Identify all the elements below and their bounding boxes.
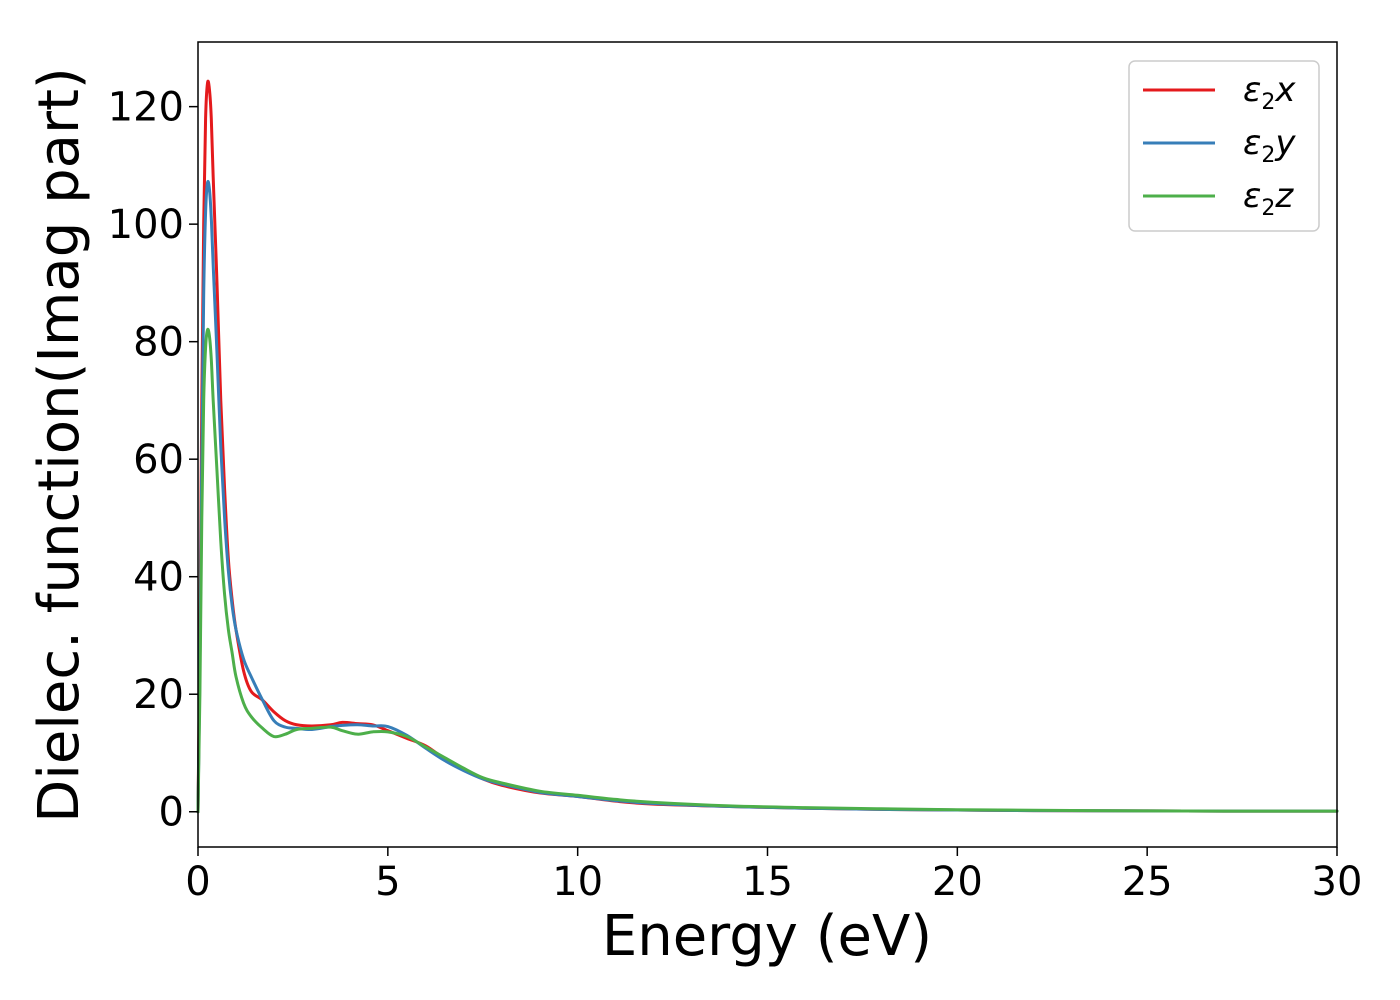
- y-tick-label: 100: [108, 202, 184, 248]
- x-tick-label: 10: [552, 859, 603, 905]
- legend-box: [1128, 60, 1320, 232]
- x-tick-label: 5: [375, 859, 400, 905]
- series-layer: [196, 79, 1339, 814]
- y-tick-label: 80: [133, 320, 184, 366]
- series-line-y: [196, 179, 1339, 814]
- y-tick-label: 60: [133, 437, 184, 483]
- legend-label-y: ε2y: [1243, 123, 1296, 168]
- x-tick-label: 20: [932, 859, 983, 905]
- legend-label-z: ε2z: [1243, 176, 1294, 221]
- y-tick-label: 0: [159, 790, 184, 836]
- x-tick-label: 15: [742, 859, 793, 905]
- x-axis-title: Energy (eV): [602, 904, 932, 969]
- x-tick-label: 25: [1122, 859, 1173, 905]
- y-axis: 0 20 40 60 80 100 120: [108, 85, 198, 836]
- y-axis-title: Dielec. function(Imag part): [27, 67, 92, 823]
- y-tick-label: 20: [133, 672, 184, 718]
- x-axis: 0 5 10 15 20 25 30: [185, 847, 1362, 905]
- y-tick-label: 120: [108, 85, 184, 131]
- series-line-z: [196, 327, 1339, 814]
- x-tick-label: 30: [1312, 859, 1363, 905]
- y-tick-label: 40: [133, 555, 184, 601]
- legend-label-x: ε2x: [1243, 70, 1296, 115]
- x-tick-label: 0: [185, 859, 210, 905]
- legend: ε2x ε2y ε2z: [1128, 60, 1320, 232]
